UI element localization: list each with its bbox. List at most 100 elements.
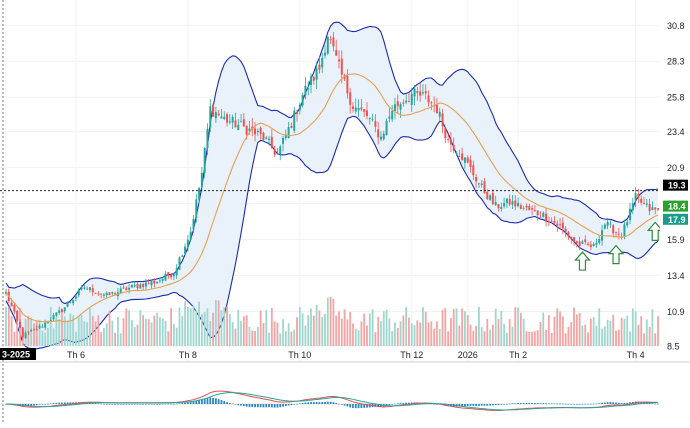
macd-hist-bar-34: [100, 403, 103, 405]
candle-60: [172, 272, 175, 281]
volume-bar-214: [603, 326, 606, 346]
volume-bar-62: [178, 307, 181, 346]
volume-bar-91: [259, 310, 262, 346]
volume-bar-131: [371, 309, 374, 346]
volume-bar-20: [61, 314, 63, 346]
volume-bar-215: [606, 319, 609, 346]
macd-hist-bar-190: [536, 403, 539, 404]
y-tick-label-9: 8.5: [667, 342, 680, 352]
volume-bar-209: [589, 318, 592, 346]
candle-11: [35, 325, 38, 331]
macd-hist-bar-124: [352, 404, 354, 408]
volume-bar-36: [105, 323, 108, 346]
candle-body-160: [452, 144, 455, 151]
candle-177: [500, 202, 503, 212]
macd-hist-bar-47: [136, 404, 139, 405]
macd-hist-bar-81: [231, 403, 234, 405]
volume-bar-204: [575, 314, 578, 346]
macd-hist-bar-222: [626, 402, 629, 404]
volume-bar-72: [206, 308, 209, 346]
volume-bar-111: [315, 304, 318, 346]
candle-body-205: [578, 241, 581, 246]
macd-hist-bar-199: [561, 403, 564, 405]
volume-bar-120: [340, 318, 343, 346]
candle-body-106: [301, 94, 304, 106]
candle-body-227: [640, 198, 643, 203]
candle-body-66: [189, 231, 192, 240]
candle-body-209: [589, 244, 592, 248]
macd-hist-bar-203: [573, 404, 575, 405]
candle-body-165: [466, 157, 469, 163]
volume-bar-76: [217, 300, 220, 346]
candle-body-70: [200, 173, 203, 187]
macd-hist-bar-17: [52, 403, 55, 404]
candle-body-117: [332, 37, 335, 47]
candle-65: [186, 235, 189, 252]
candle-body-196: [553, 221, 556, 224]
volume-bar-23: [69, 313, 72, 346]
candle-134: [379, 131, 382, 142]
candle-body-51: [147, 283, 150, 285]
candle-body-186: [525, 205, 528, 208]
macd-hist-bar-23: [69, 402, 72, 404]
price-marker-label-0: 19.3: [668, 181, 686, 191]
macd-hist-bar-127: [360, 404, 363, 408]
volume-bar-1: [7, 307, 10, 346]
macd-hist-bar-111: [315, 402, 318, 404]
volume-bar-156: [441, 309, 444, 346]
candle-85: [242, 112, 245, 127]
volume-bar-3: [13, 331, 16, 346]
candle-212: [598, 235, 601, 245]
candle-body-198: [559, 224, 562, 226]
candle-body-128: [363, 109, 366, 112]
macd-hist-bar-82: [234, 404, 237, 405]
volume-bar-206: [581, 325, 584, 346]
candle-63: [181, 254, 184, 258]
macd-hist-bar-55: [159, 403, 161, 405]
macd-hist-bar-68: [195, 400, 198, 404]
candle-body-6: [21, 327, 24, 338]
macd-hist-bar-126: [357, 404, 360, 409]
candle-body-35: [102, 294, 105, 296]
candle-106: [301, 92, 304, 108]
candle-99: [282, 135, 285, 152]
candle-body-19: [58, 310, 61, 313]
candle-188: [531, 205, 534, 216]
macd-hist-bar-195: [550, 403, 553, 405]
volume-bar-157: [444, 308, 447, 346]
macd-hist-bar-20: [61, 402, 63, 404]
arrow-layer: [574, 221, 664, 271]
macd-hist-bar-129: [366, 404, 368, 408]
macd-hist-bar-197: [556, 403, 559, 405]
candle-body-36: [105, 292, 108, 296]
macd-hist-bar-168: [475, 404, 478, 406]
volume-bar-77: [220, 310, 223, 346]
candle-body-34: [100, 293, 103, 295]
candle-161: [455, 151, 458, 156]
volume-bar-146: [413, 325, 416, 346]
candle-61: [175, 264, 178, 279]
candle-body-111: [315, 68, 318, 80]
macd-hist-bar-123: [349, 404, 352, 408]
candle-body-78: [223, 116, 226, 119]
volume-bar-94: [268, 332, 270, 346]
candle-body-145: [410, 93, 413, 105]
macd-hist-bar-10: [33, 404, 35, 406]
candle-27: [80, 285, 83, 291]
macd-hist-bar-103: [293, 404, 296, 405]
candle-127: [360, 98, 363, 112]
candle-body-156: [441, 113, 444, 127]
macd-hist-bar-153: [433, 403, 436, 405]
y-tick-label-3: 23.4: [667, 127, 685, 137]
volume-bar-99: [282, 319, 284, 346]
candle-body-4: [16, 310, 19, 321]
macd-hist-bar-91: [259, 404, 262, 408]
volume-bar-139: [394, 322, 396, 346]
volume-bar-168: [475, 325, 478, 346]
candle-179: [505, 197, 508, 209]
macd-hist-bar-171: [483, 404, 486, 406]
volume-bar-42: [122, 318, 125, 346]
candle-body-81: [231, 117, 234, 123]
candle-8: [27, 330, 30, 335]
y-tick-label-0: 30.8: [667, 21, 685, 31]
